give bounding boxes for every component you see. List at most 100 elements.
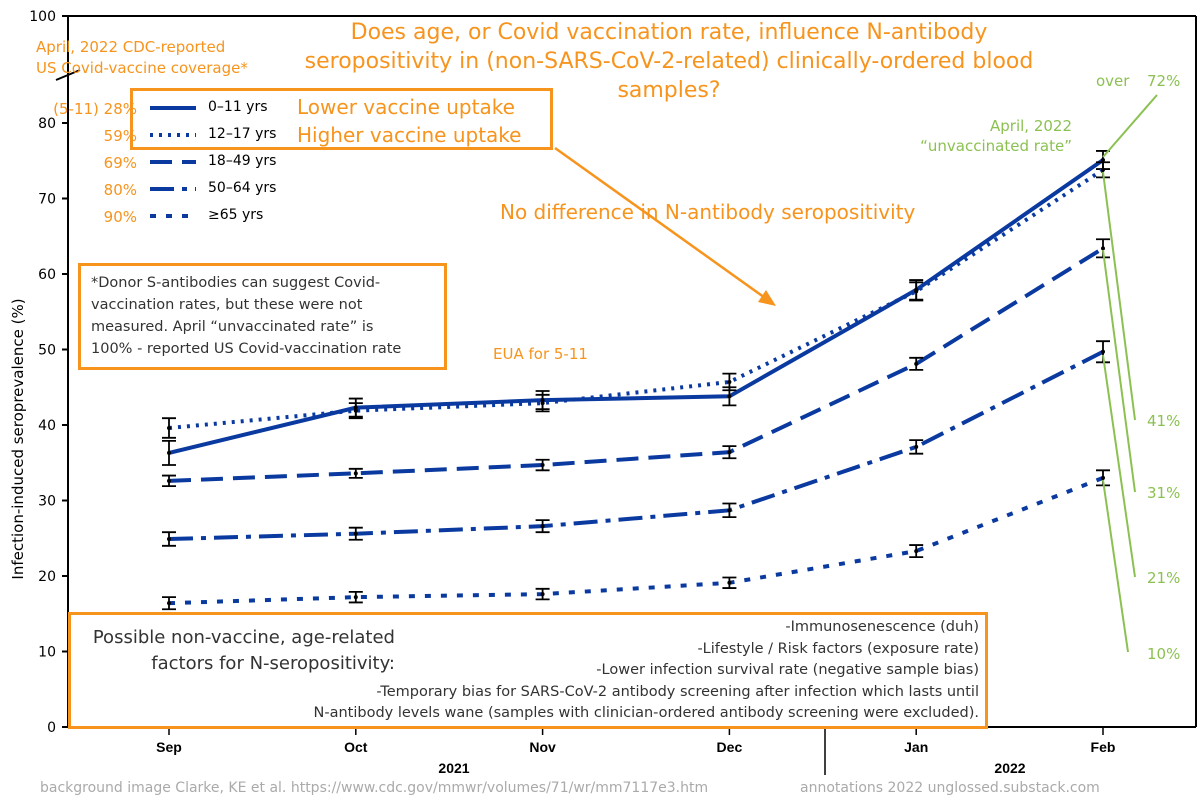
y-tick-label: 80: [38, 116, 56, 132]
data-point: [1101, 157, 1105, 162]
unvax-title: April, 2022 “unvaccinated rate”: [898, 116, 1072, 156]
legend-label: 18–49 yrs: [208, 153, 277, 169]
unvax-line: [1102, 171, 1136, 421]
legend-item: 18–49 yrs: [150, 148, 276, 175]
data-point: [914, 289, 919, 294]
year-label: 2022: [994, 760, 1025, 776]
coverage-list: (5-11) 28% 59% 69% 80% 90%: [0, 96, 137, 231]
data-point: [727, 450, 732, 455]
data-point: [1101, 475, 1105, 480]
y-tick-label: 0: [47, 720, 56, 736]
data-point: [167, 450, 171, 455]
note-line: 100% - reported US Covid-vaccination rat…: [91, 341, 402, 357]
unvax-rate: 21%: [1147, 569, 1181, 587]
series-line: [168, 168, 1105, 431]
coverage-value: 80%: [103, 181, 137, 199]
factors-title-line: factors for N-seropositivity:: [151, 653, 395, 674]
data-point: [1101, 349, 1105, 354]
unvax-line: [1102, 354, 1136, 578]
coverage-value: (5-11) 28%: [53, 100, 137, 118]
data-point: [540, 401, 545, 406]
coverage-value: 59%: [103, 127, 137, 145]
legend-label: 50–64 yrs: [208, 180, 277, 196]
unvax-line: [1102, 249, 1136, 493]
y-axis-label: Infection-induced seroprevalence (%): [9, 298, 27, 580]
legend-label: ≥65 yrs: [208, 207, 264, 223]
note-line: measured. April “unvaccinated rate” is: [91, 319, 374, 335]
coverage-value: 69%: [103, 154, 137, 172]
data-point: [1101, 167, 1105, 172]
x-tick-label: Dec: [717, 739, 743, 755]
data-point: [914, 361, 919, 366]
unvax-title-line: “unvaccinated rate”: [920, 137, 1072, 155]
arrow-head-icon: [758, 290, 776, 306]
uptake-box: [130, 88, 553, 150]
eua-label: EUA for 5-11: [493, 345, 588, 363]
x-tick-label: Nov: [529, 739, 556, 755]
unvax-line: [1102, 479, 1129, 653]
note-line: vaccination rates, but these were not: [91, 297, 363, 313]
factors-box: Possible non-vaccine, age-related factor…: [68, 612, 988, 729]
unvax-rate: 31%: [1147, 484, 1181, 502]
year-label: 2021: [438, 760, 469, 776]
data-point: [727, 580, 732, 585]
factors-title-line: Possible non-vaccine, age-related: [92, 627, 395, 648]
x-tick-label: Feb: [1091, 739, 1116, 755]
credit-left: background image Clarke, KE et al. https…: [40, 780, 709, 796]
data-point: [167, 601, 171, 606]
legend-item: ≥65 yrs: [150, 202, 276, 229]
legend-item: 12–17 yrs: [150, 121, 276, 148]
coverage-title-line: US Covid-vaccine coverage*: [36, 59, 248, 77]
factor-item: -Lower infection survival rate (negative…: [596, 662, 979, 678]
series-4: [162, 469, 1110, 611]
data-point: [353, 531, 358, 536]
legend-swatch: [150, 186, 196, 191]
data-point: [353, 595, 358, 600]
higher-uptake-label: Higher vaccine uptake: [297, 123, 522, 147]
legend-swatch: [150, 159, 196, 164]
legend-item: 50–64 yrs: [150, 175, 276, 202]
data-point: [353, 471, 358, 476]
factor-item: -Immunosenescence (duh): [785, 619, 979, 635]
note-line: *Donor S-antibodies can suggest Covid-: [91, 275, 381, 291]
data-point: [914, 549, 919, 554]
y-tick-label: 70: [38, 192, 56, 208]
unvax-title-line: April, 2022: [990, 117, 1072, 135]
legend-swatch: [150, 213, 196, 218]
data-point: [727, 379, 732, 384]
y-tick-label: 20: [38, 569, 56, 585]
data-point: [727, 394, 732, 399]
coverage-title-line: April, 2022 CDC-reported: [36, 38, 226, 56]
data-point: [1101, 246, 1105, 251]
coverage-title: April, 2022 CDC-reported US Covid-vaccin…: [36, 37, 248, 79]
data-point: [727, 508, 732, 513]
series-line: [168, 475, 1104, 606]
data-point: [353, 408, 358, 413]
series-3: [162, 340, 1110, 547]
over-label: over: [1096, 72, 1130, 90]
note-box: *Donor S-antibodies can suggest Covid- v…: [78, 263, 447, 370]
legend-swatch: [150, 132, 196, 137]
y-tick-label: 10: [38, 645, 56, 661]
y-tick-label: 60: [38, 267, 56, 283]
credit-right: annotations 2022 unglossed.substack.com: [800, 780, 1100, 796]
data-point: [540, 463, 545, 468]
unvax-rate: 41%: [1147, 412, 1181, 430]
data-point: [540, 524, 545, 529]
y-tick-label: 100: [29, 9, 56, 25]
x-tick-label: Jan: [904, 739, 928, 755]
no-difference-label: No difference in N-antibody seropositivi…: [500, 200, 916, 224]
axis-break-icon: [55, 69, 81, 82]
series-line: [168, 246, 1105, 483]
unvax-line: [1102, 94, 1158, 158]
data-point: [914, 444, 919, 449]
factor-item: N-antibody levels wane (samples with cli…: [313, 705, 980, 721]
chart-title: Does age, or Covid vaccination rate, inf…: [304, 20, 1034, 103]
legend-item: 0–11 yrs: [150, 94, 276, 121]
data-point: [167, 478, 171, 483]
data-point: [167, 426, 171, 431]
unvax-rate: 72%: [1147, 72, 1181, 90]
legend: 0–11 yrs 12–17 yrs 18–49 yrs 50–64 yrs ≥65 y…: [150, 94, 276, 229]
lower-uptake-label: Lower vaccine uptake: [297, 95, 515, 119]
